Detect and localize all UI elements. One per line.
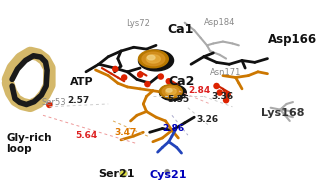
Point <box>145 83 150 86</box>
Point <box>158 75 164 78</box>
Text: Ca2: Ca2 <box>169 75 195 88</box>
Point <box>223 99 229 102</box>
Text: 3.47: 3.47 <box>114 128 137 137</box>
Point <box>174 84 179 88</box>
Text: 5.55: 5.55 <box>167 95 189 104</box>
Point <box>137 73 143 76</box>
Point <box>113 67 118 70</box>
Text: Lys72: Lys72 <box>126 19 150 28</box>
Point <box>47 103 52 106</box>
Text: Ser21: Ser21 <box>99 169 135 179</box>
Point <box>164 170 170 173</box>
Point <box>217 91 222 94</box>
Point <box>120 171 125 174</box>
Text: Ca1: Ca1 <box>167 23 194 36</box>
Circle shape <box>139 50 168 68</box>
Point <box>225 93 230 96</box>
Text: ATP: ATP <box>70 77 94 87</box>
Circle shape <box>146 55 161 63</box>
Text: Asp166: Asp166 <box>267 33 317 46</box>
Text: Cys21: Cys21 <box>150 170 187 180</box>
Circle shape <box>166 89 172 92</box>
Text: 5.64: 5.64 <box>75 131 97 140</box>
Point <box>166 80 171 83</box>
Text: 2.57: 2.57 <box>67 96 89 105</box>
Point <box>122 76 127 79</box>
Circle shape <box>160 85 182 98</box>
Text: 2.86: 2.86 <box>163 124 185 133</box>
Circle shape <box>160 85 186 101</box>
Circle shape <box>139 50 174 71</box>
Text: Asn171: Asn171 <box>210 68 242 77</box>
Text: 3.26: 3.26 <box>196 115 218 124</box>
Text: Asp184: Asp184 <box>204 18 235 27</box>
Circle shape <box>142 52 165 66</box>
Circle shape <box>162 86 180 97</box>
Circle shape <box>165 88 176 95</box>
Circle shape <box>147 55 155 60</box>
Text: Ser53: Ser53 <box>42 98 66 107</box>
Text: 3.36: 3.36 <box>212 92 234 101</box>
Text: Gly-rich
loop: Gly-rich loop <box>6 133 52 154</box>
Text: Lys168: Lys168 <box>261 108 305 118</box>
Text: 2.84: 2.84 <box>188 86 210 95</box>
Point <box>214 84 219 88</box>
